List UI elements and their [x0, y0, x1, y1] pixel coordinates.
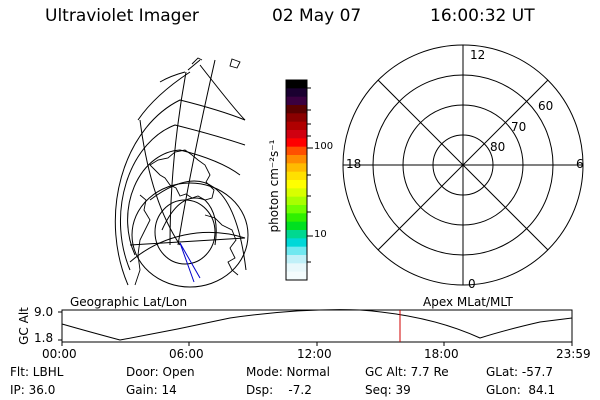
polar-label-6: 6: [576, 157, 584, 171]
colorbar-cell: [286, 205, 307, 214]
colorbar-cell: [286, 113, 307, 123]
time-tick: 00:00: [42, 347, 77, 361]
map-meridian: [199, 64, 246, 121]
colorbar-cell: [286, 180, 307, 189]
ip-value: IP: 36.0: [10, 383, 56, 397]
map-ellipse: [131, 182, 249, 288]
colorbar-cell: [286, 271, 307, 281]
colorbar-cell: [286, 146, 307, 156]
map-latitude-arc: [119, 124, 246, 271]
y-tick-top: 9.0: [34, 305, 54, 319]
colorbar-tick-10: 10: [314, 229, 327, 240]
altitude-curve: [61, 309, 573, 341]
gc-alt-axis-label: GC Alt: [17, 307, 31, 345]
colorbar-cell: [286, 138, 307, 148]
map-meridian: [169, 71, 187, 246]
time-tick: 23:59: [556, 347, 591, 361]
mode-value: Mode: Normal: [246, 365, 330, 379]
colorbar-cell: [286, 246, 307, 256]
colorbar-cell: [286, 188, 307, 198]
geographic-label: Geographic Lat/Lon: [70, 295, 188, 309]
map-latitude-arc: [129, 237, 246, 246]
coastline: [229, 58, 241, 69]
instrument-title: Ultraviolet Imager: [45, 6, 199, 26]
time-tick: 18:00: [424, 347, 459, 361]
colorbar-cell: [286, 155, 307, 164]
colorbar-cell: [286, 96, 307, 106]
polar-label-60: 60: [538, 99, 554, 113]
colorbar-cell: [286, 171, 307, 181]
apex-label: Apex MLat/MLT: [423, 295, 513, 309]
colorbar-cell: [286, 121, 307, 131]
colorbar-cell: [286, 88, 307, 98]
time-label: 16:00:32 UT: [430, 6, 535, 26]
satellite-track: [179, 242, 201, 279]
polar-label-0: 0: [468, 277, 476, 291]
colorbar-cell: [286, 130, 307, 139]
map-latitude-arc: [129, 231, 246, 263]
time-tick: 06:00: [169, 347, 204, 361]
satellite-track: [179, 242, 195, 283]
coastline: [191, 57, 203, 65]
colorbar-tick-100: 100: [314, 141, 334, 152]
map-rim: [159, 71, 186, 83]
map-rim: [187, 59, 201, 71]
gc-alt-value: GC Alt: 7.7 Re: [365, 365, 449, 379]
gain-value: Gain: 14: [126, 383, 177, 397]
coastline: [204, 214, 239, 276]
colorbar-cell: [286, 213, 307, 223]
dsp-value: Dsp: -7.2: [246, 383, 312, 397]
map-rim: [137, 71, 191, 121]
seq-value: Seq: 39: [365, 383, 411, 397]
colorbar-cell: [286, 255, 307, 264]
colorbar-cell: [286, 221, 307, 231]
map-latitude-arc: [127, 149, 241, 256]
colorbar-cell: [286, 230, 307, 239]
colorbar-cell: [286, 196, 307, 206]
map-latitude-arc: [114, 99, 246, 286]
polar-label-80: 80: [490, 140, 506, 154]
colorbar-cell: [286, 263, 307, 273]
map-meridian: [177, 59, 216, 246]
colorbar-cell: [286, 80, 307, 89]
coastline: [134, 194, 151, 286]
map-meridian: [139, 119, 181, 246]
time-tick: 12:00: [297, 347, 332, 361]
polar-label-18: 18: [346, 157, 362, 171]
map-ellipse: [154, 199, 216, 265]
colorbar-cell: [286, 105, 307, 114]
door-value: Door: Open: [126, 365, 195, 379]
coastline: [149, 149, 215, 201]
date-label: 02 May 07: [272, 6, 362, 26]
glon-value: GLon: 84.1: [486, 383, 556, 397]
colorbar-cell: [286, 238, 307, 248]
y-tick-bottom: 1.8: [34, 331, 54, 345]
filter-value: Flt: LBHL: [10, 365, 64, 379]
colorbar-cell: [286, 163, 307, 173]
polar-label-70: 70: [511, 120, 527, 134]
glat-value: GLat: -57.7: [486, 365, 553, 379]
polar-label-12: 12: [470, 48, 486, 62]
